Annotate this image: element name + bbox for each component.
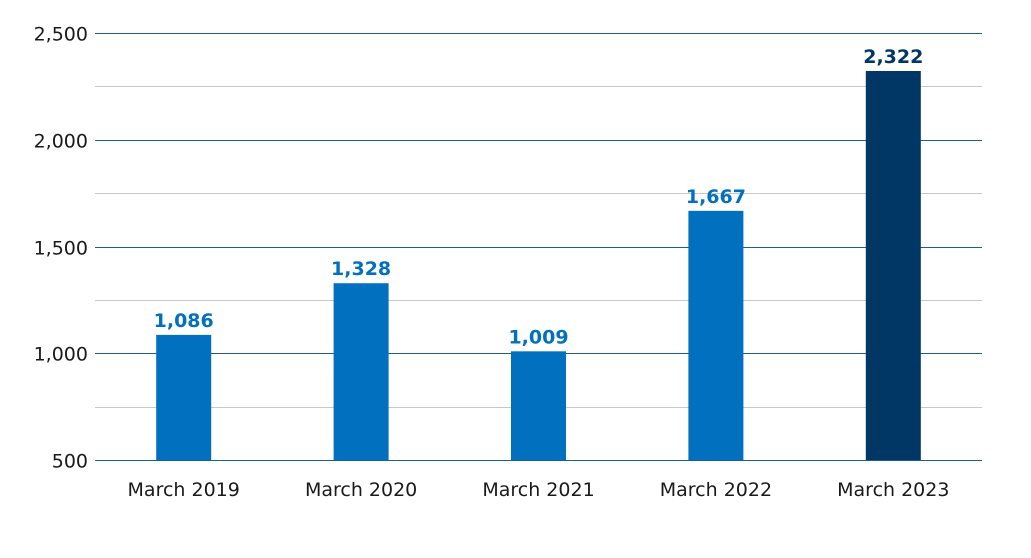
- x-tick-label: March 2022: [660, 479, 772, 501]
- y-tick-label: 500: [52, 451, 88, 473]
- bar: [333, 283, 389, 460]
- data-label: 2,322: [863, 46, 923, 68]
- data-label: 1,328: [331, 258, 391, 280]
- y-axis: 500 1,000 1,500 2,000 2,500: [34, 24, 88, 473]
- bar: [156, 334, 212, 460]
- x-tick-label: March 2020: [305, 479, 417, 501]
- x-tick-label: March 2019: [128, 479, 240, 501]
- bar: [865, 71, 921, 461]
- y-tick-label: 1,000: [34, 344, 88, 366]
- data-labels: 1,086 1,328 1,009 1,667 2,322: [154, 46, 924, 348]
- y-tick-label: 2,500: [34, 24, 88, 46]
- x-axis: March 2019 March 2020 March 2021 March 2022…: [128, 479, 950, 501]
- x-tick-label: March 2021: [482, 479, 594, 501]
- y-tick-label: 2,000: [34, 131, 88, 153]
- bar: [688, 210, 744, 460]
- data-label: 1,009: [508, 326, 568, 348]
- data-label: 1,086: [154, 310, 214, 332]
- x-tick-label: March 2023: [837, 479, 949, 501]
- data-label: 1,667: [686, 186, 746, 208]
- bar: [511, 351, 566, 460]
- y-tick-label: 1,500: [34, 238, 88, 260]
- bars: [156, 71, 921, 461]
